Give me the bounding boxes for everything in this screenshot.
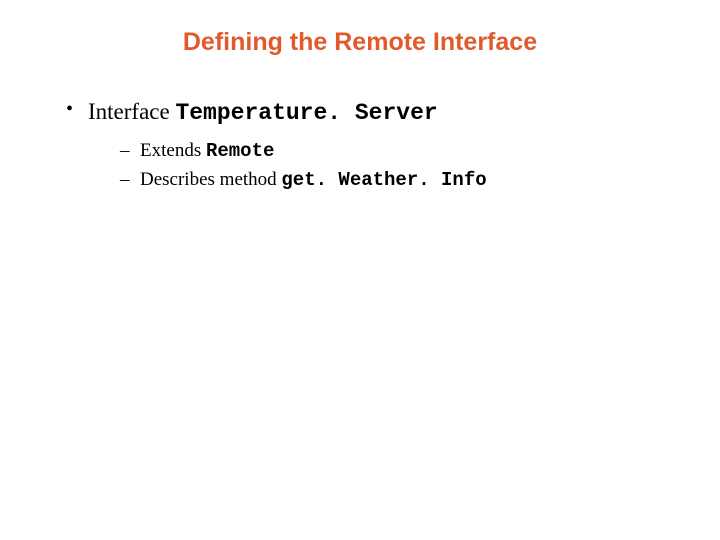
slide: Defining the Remote Interface Interface … bbox=[0, 0, 720, 540]
code-text: get. Weather. Info bbox=[281, 169, 486, 191]
bullet-text: Extends bbox=[140, 140, 206, 161]
code-text: Temperature. Server bbox=[175, 100, 437, 126]
bullet-list-level1: Interface Temperature. Server Extends Re… bbox=[60, 96, 660, 194]
bullet-list-level2: Extends Remote Describes method get. Wea… bbox=[88, 137, 660, 194]
bullet-text: Describes method bbox=[140, 169, 281, 190]
bullet-text: Interface bbox=[88, 99, 175, 124]
list-item: Describes method get. Weather. Info bbox=[118, 166, 660, 195]
slide-title: Defining the Remote Interface bbox=[0, 28, 720, 57]
code-text: Remote bbox=[206, 140, 274, 162]
slide-body: Interface Temperature. Server Extends Re… bbox=[60, 96, 660, 194]
list-item: Extends Remote bbox=[118, 137, 660, 166]
list-item: Interface Temperature. Server Extends Re… bbox=[60, 96, 660, 194]
